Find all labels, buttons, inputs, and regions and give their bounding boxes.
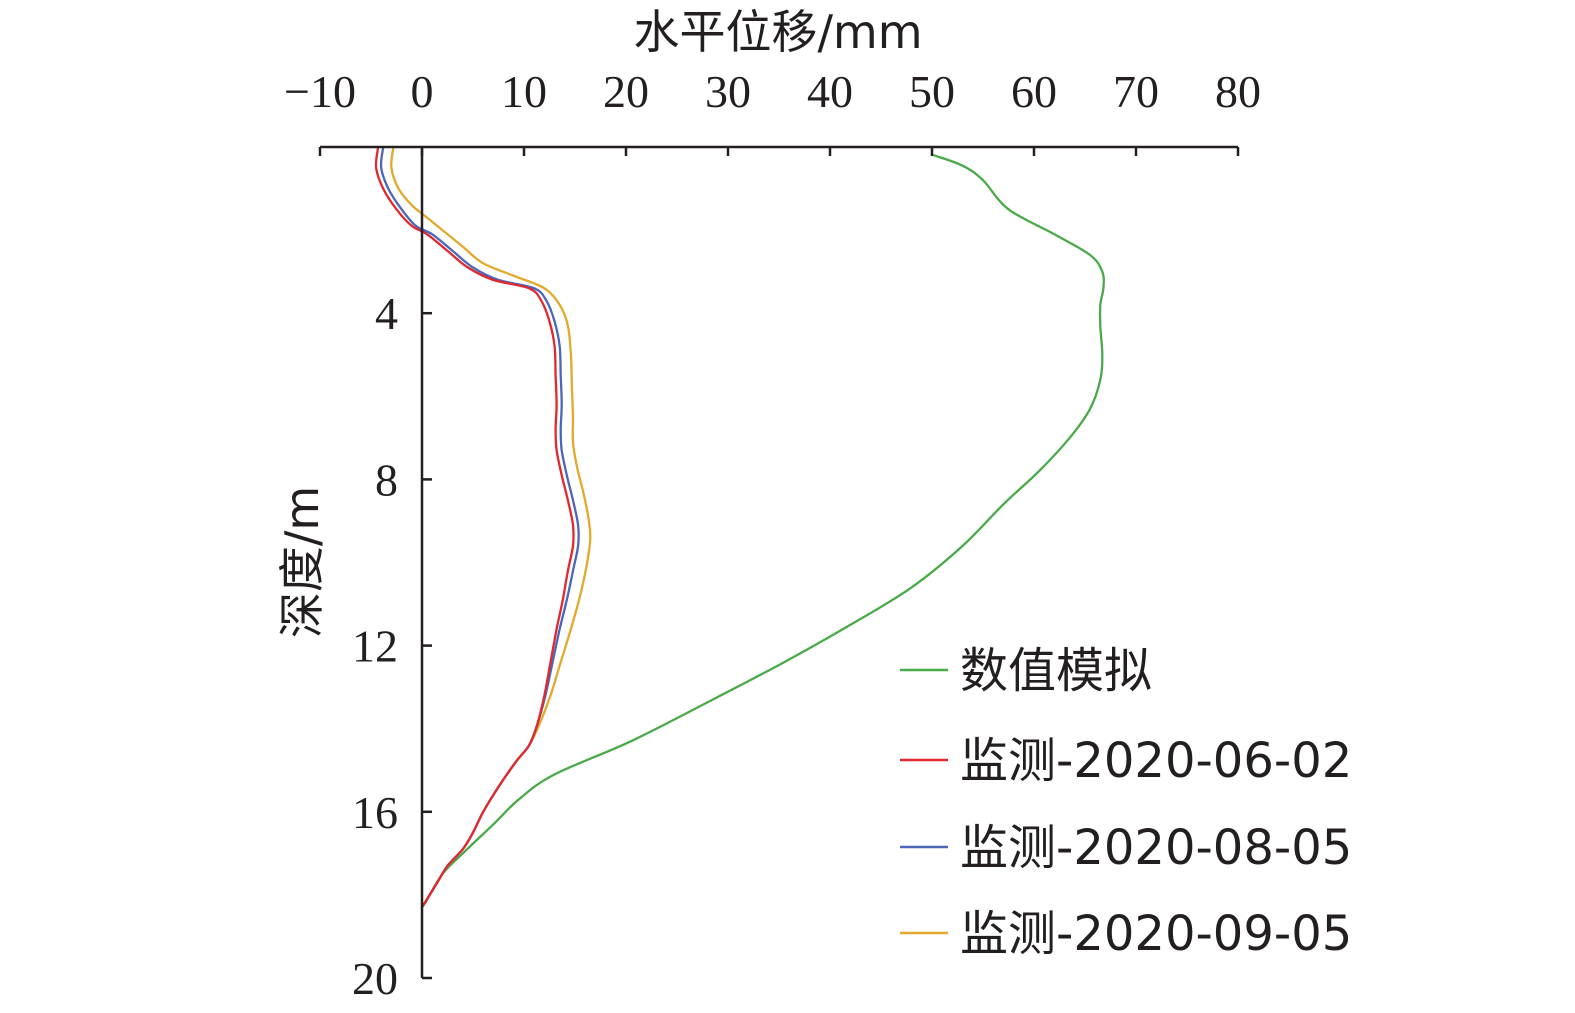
y-tick-label: 12: [352, 621, 398, 672]
x-tick-label: 10: [501, 66, 547, 117]
x-tick-label: 80: [1215, 66, 1261, 117]
y-tick-label: 4: [375, 288, 398, 339]
series-line-2: [374, 145, 575, 909]
series-layer: [374, 145, 1105, 909]
x-axis-title: 水平位移/mm: [633, 5, 922, 59]
y-axis-title: 深度/m: [275, 486, 329, 638]
legend-label: 监测-2020-08-05: [960, 820, 1352, 876]
legend-label: 监测-2020-09-05: [960, 906, 1352, 962]
legend-label: 监测-2020-06-02: [960, 733, 1352, 789]
series-line-1: [423, 154, 1105, 905]
x-tick-label: 40: [807, 66, 853, 117]
y-tick-label: 20: [352, 953, 398, 1004]
x-tick-label: 0: [411, 66, 434, 117]
x-tick-label: 70: [1113, 66, 1159, 117]
ticks-layer: −10 0 10 20 30 40 50 60 70 80 4 8 12 16 20: [284, 66, 1261, 1004]
y-tick-label: 16: [352, 787, 398, 838]
x-tick-label: −10: [284, 66, 356, 117]
x-tick-label: 20: [603, 66, 649, 117]
legend-item: 监测-2020-08-05: [900, 820, 1352, 876]
legend-label: 数值模拟: [960, 643, 1152, 699]
y-tick-label: 8: [375, 454, 398, 505]
legend-item: 监测-2020-09-05: [900, 906, 1352, 962]
x-tick-label: 30: [705, 66, 751, 117]
axes-layer: [320, 145, 1238, 978]
x-tick-label: 50: [909, 66, 955, 117]
x-tick-label: 60: [1011, 66, 1057, 117]
legend-item: 数值模拟: [900, 643, 1152, 699]
legend-item: 监测-2020-06-02: [900, 733, 1352, 789]
